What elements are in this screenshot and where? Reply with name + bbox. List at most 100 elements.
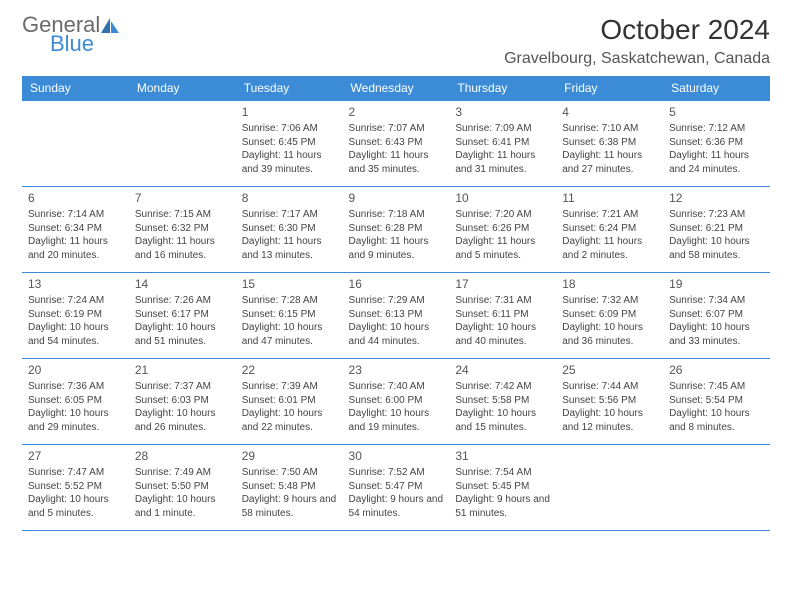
sunrise-text: Sunrise: 7:34 AM [669, 294, 764, 308]
daylight-text: Daylight: 11 hours and 5 minutes. [455, 235, 550, 262]
day-number: 15 [242, 276, 337, 292]
daylight-text: Daylight: 11 hours and 31 minutes. [455, 149, 550, 176]
daylight-text: Daylight: 9 hours and 58 minutes. [242, 493, 337, 520]
day-number: 10 [455, 190, 550, 206]
calendar-day-cell: 19Sunrise: 7:34 AMSunset: 6:07 PMDayligh… [663, 273, 770, 359]
sunrise-text: Sunrise: 7:10 AM [562, 122, 657, 136]
daylight-text: Daylight: 10 hours and 29 minutes. [28, 407, 123, 434]
sunset-text: Sunset: 6:05 PM [28, 394, 123, 408]
calendar-day-cell: 29Sunrise: 7:50 AMSunset: 5:48 PMDayligh… [236, 445, 343, 531]
daylight-text: Daylight: 10 hours and 51 minutes. [135, 321, 230, 348]
sunrise-text: Sunrise: 7:26 AM [135, 294, 230, 308]
sunrise-text: Sunrise: 7:23 AM [669, 208, 764, 222]
calendar-week-row: 1Sunrise: 7:06 AMSunset: 6:45 PMDaylight… [22, 101, 770, 187]
sunset-text: Sunset: 5:50 PM [135, 480, 230, 494]
daylight-text: Daylight: 10 hours and 19 minutes. [349, 407, 444, 434]
title-block: October 2024 Gravelbourg, Saskatchewan, … [504, 14, 770, 68]
calendar-day-cell: 16Sunrise: 7:29 AMSunset: 6:13 PMDayligh… [343, 273, 450, 359]
sunrise-text: Sunrise: 7:15 AM [135, 208, 230, 222]
daylight-text: Daylight: 10 hours and 5 minutes. [28, 493, 123, 520]
daylight-text: Daylight: 10 hours and 33 minutes. [669, 321, 764, 348]
daylight-text: Daylight: 11 hours and 27 minutes. [562, 149, 657, 176]
sunset-text: Sunset: 6:41 PM [455, 136, 550, 150]
page-header: General Blue October 2024 Gravelbourg, S… [22, 14, 770, 68]
calendar-day-cell: 5Sunrise: 7:12 AMSunset: 6:36 PMDaylight… [663, 101, 770, 187]
sunrise-text: Sunrise: 7:52 AM [349, 466, 444, 480]
daylight-text: Daylight: 11 hours and 24 minutes. [669, 149, 764, 176]
day-number: 3 [455, 104, 550, 120]
sunset-text: Sunset: 6:30 PM [242, 222, 337, 236]
weekday-header: Tuesday [236, 76, 343, 101]
sunrise-text: Sunrise: 7:17 AM [242, 208, 337, 222]
calendar-week-row: 27Sunrise: 7:47 AMSunset: 5:52 PMDayligh… [22, 445, 770, 531]
sunset-text: Sunset: 6:21 PM [669, 222, 764, 236]
day-number: 17 [455, 276, 550, 292]
daylight-text: Daylight: 10 hours and 58 minutes. [669, 235, 764, 262]
calendar-day-cell: 2Sunrise: 7:07 AMSunset: 6:43 PMDaylight… [343, 101, 450, 187]
day-number: 11 [562, 190, 657, 206]
daylight-text: Daylight: 10 hours and 8 minutes. [669, 407, 764, 434]
calendar-day-cell: 10Sunrise: 7:20 AMSunset: 6:26 PMDayligh… [449, 187, 556, 273]
month-title: October 2024 [504, 14, 770, 46]
calendar-day-cell: 13 Sunrise: 7:24 AMSunset: 6:19 PMDayligh… [22, 273, 129, 359]
sunrise-text: Sunrise: 7:47 AM [28, 466, 123, 480]
day-number: 13 [28, 276, 123, 292]
calendar-head: Sunday Monday Tuesday Wednesday Thursday… [22, 76, 770, 101]
day-number: 31 [455, 448, 550, 464]
sunrise-text: Sunrise: 7:24 AM [28, 294, 123, 308]
day-number: 20 [28, 362, 123, 378]
sunrise-text: Sunrise: 7:37 AM [135, 380, 230, 394]
weekday-header: Friday [556, 76, 663, 101]
daylight-text: Daylight: 10 hours and 22 minutes. [242, 407, 337, 434]
calendar-day-cell: 24Sunrise: 7:42 AMSunset: 5:58 PMDayligh… [449, 359, 556, 445]
calendar-week-row: 13Sunrise: 7:24 AMSunset: 6:19 PMDayligh… [22, 273, 770, 359]
calendar-day-cell [556, 445, 663, 531]
sunrise-text: Sunrise: 7:21 AM [562, 208, 657, 222]
daylight-text: Daylight: 10 hours and 40 minutes. [455, 321, 550, 348]
sunrise-text: Sunrise: 7:28 AM [242, 294, 337, 308]
daylight-text: Daylight: 9 hours and 54 minutes. [349, 493, 444, 520]
calendar-body: 1Sunrise: 7:06 AMSunset: 6:45 PMDaylight… [22, 101, 770, 531]
calendar-day-cell: 3 Sunrise: 7:09 AMSunset: 6:41 PMDaylight… [449, 101, 556, 187]
sunset-text: Sunset: 6:32 PM [135, 222, 230, 236]
sunset-text: Sunset: 6:28 PM [349, 222, 444, 236]
calendar-day-cell: 30Sunrise: 7:52 AMSunset: 5:47 PMDayligh… [343, 445, 450, 531]
sunset-text: Sunset: 6:03 PM [135, 394, 230, 408]
weekday-header: Sunday [22, 76, 129, 101]
sunrise-text: Sunrise: 7:49 AM [135, 466, 230, 480]
calendar-day-cell: 7Sunrise: 7:15 AMSunset: 6:32 PMDaylight… [129, 187, 236, 273]
weekday-header: Wednesday [343, 76, 450, 101]
day-number: 14 [135, 276, 230, 292]
sunset-text: Sunset: 6:15 PM [242, 308, 337, 322]
daylight-text: Daylight: 10 hours and 36 minutes. [562, 321, 657, 348]
sunrise-text: Sunrise: 7:18 AM [349, 208, 444, 222]
sunset-text: Sunset: 6:09 PM [562, 308, 657, 322]
calendar-day-cell: 25Sunrise: 7:44 AMSunset: 5:56 PMDayligh… [556, 359, 663, 445]
sunrise-text: Sunrise: 7:09 AM [455, 122, 550, 136]
daylight-text: Daylight: 11 hours and 20 minutes. [28, 235, 123, 262]
calendar-day-cell [663, 445, 770, 531]
daylight-text: Daylight: 10 hours and 54 minutes. [28, 321, 123, 348]
sunrise-text: Sunrise: 7:32 AM [562, 294, 657, 308]
calendar-day-cell: 23Sunrise: 7:40 AMSunset: 6:00 PMDayligh… [343, 359, 450, 445]
sunrise-text: Sunrise: 7:20 AM [455, 208, 550, 222]
day-number: 8 [242, 190, 337, 206]
day-number: 25 [562, 362, 657, 378]
sunset-text: Sunset: 6:19 PM [28, 308, 123, 322]
daylight-text: Daylight: 11 hours and 13 minutes. [242, 235, 337, 262]
weekday-header: Thursday [449, 76, 556, 101]
daylight-text: Daylight: 10 hours and 1 minute. [135, 493, 230, 520]
calendar-day-cell: 18Sunrise: 7:32 AMSunset: 6:09 PMDayligh… [556, 273, 663, 359]
day-number: 27 [28, 448, 123, 464]
daylight-text: Daylight: 11 hours and 16 minutes. [135, 235, 230, 262]
day-number: 19 [669, 276, 764, 292]
sunset-text: Sunset: 6:00 PM [349, 394, 444, 408]
calendar-day-cell: 9Sunrise: 7:18 AMSunset: 6:28 PMDaylight… [343, 187, 450, 273]
sunrise-text: Sunrise: 7:44 AM [562, 380, 657, 394]
calendar-week-row: 20Sunrise: 7:36 AMSunset: 6:05 PMDayligh… [22, 359, 770, 445]
sunset-text: Sunset: 6:24 PM [562, 222, 657, 236]
daylight-text: Daylight: 10 hours and 47 minutes. [242, 321, 337, 348]
calendar-day-cell: 6Sunrise: 7:14 AMSunset: 6:34 PMDaylight… [22, 187, 129, 273]
sunrise-text: Sunrise: 7:42 AM [455, 380, 550, 394]
sunrise-text: Sunrise: 7:06 AM [242, 122, 337, 136]
